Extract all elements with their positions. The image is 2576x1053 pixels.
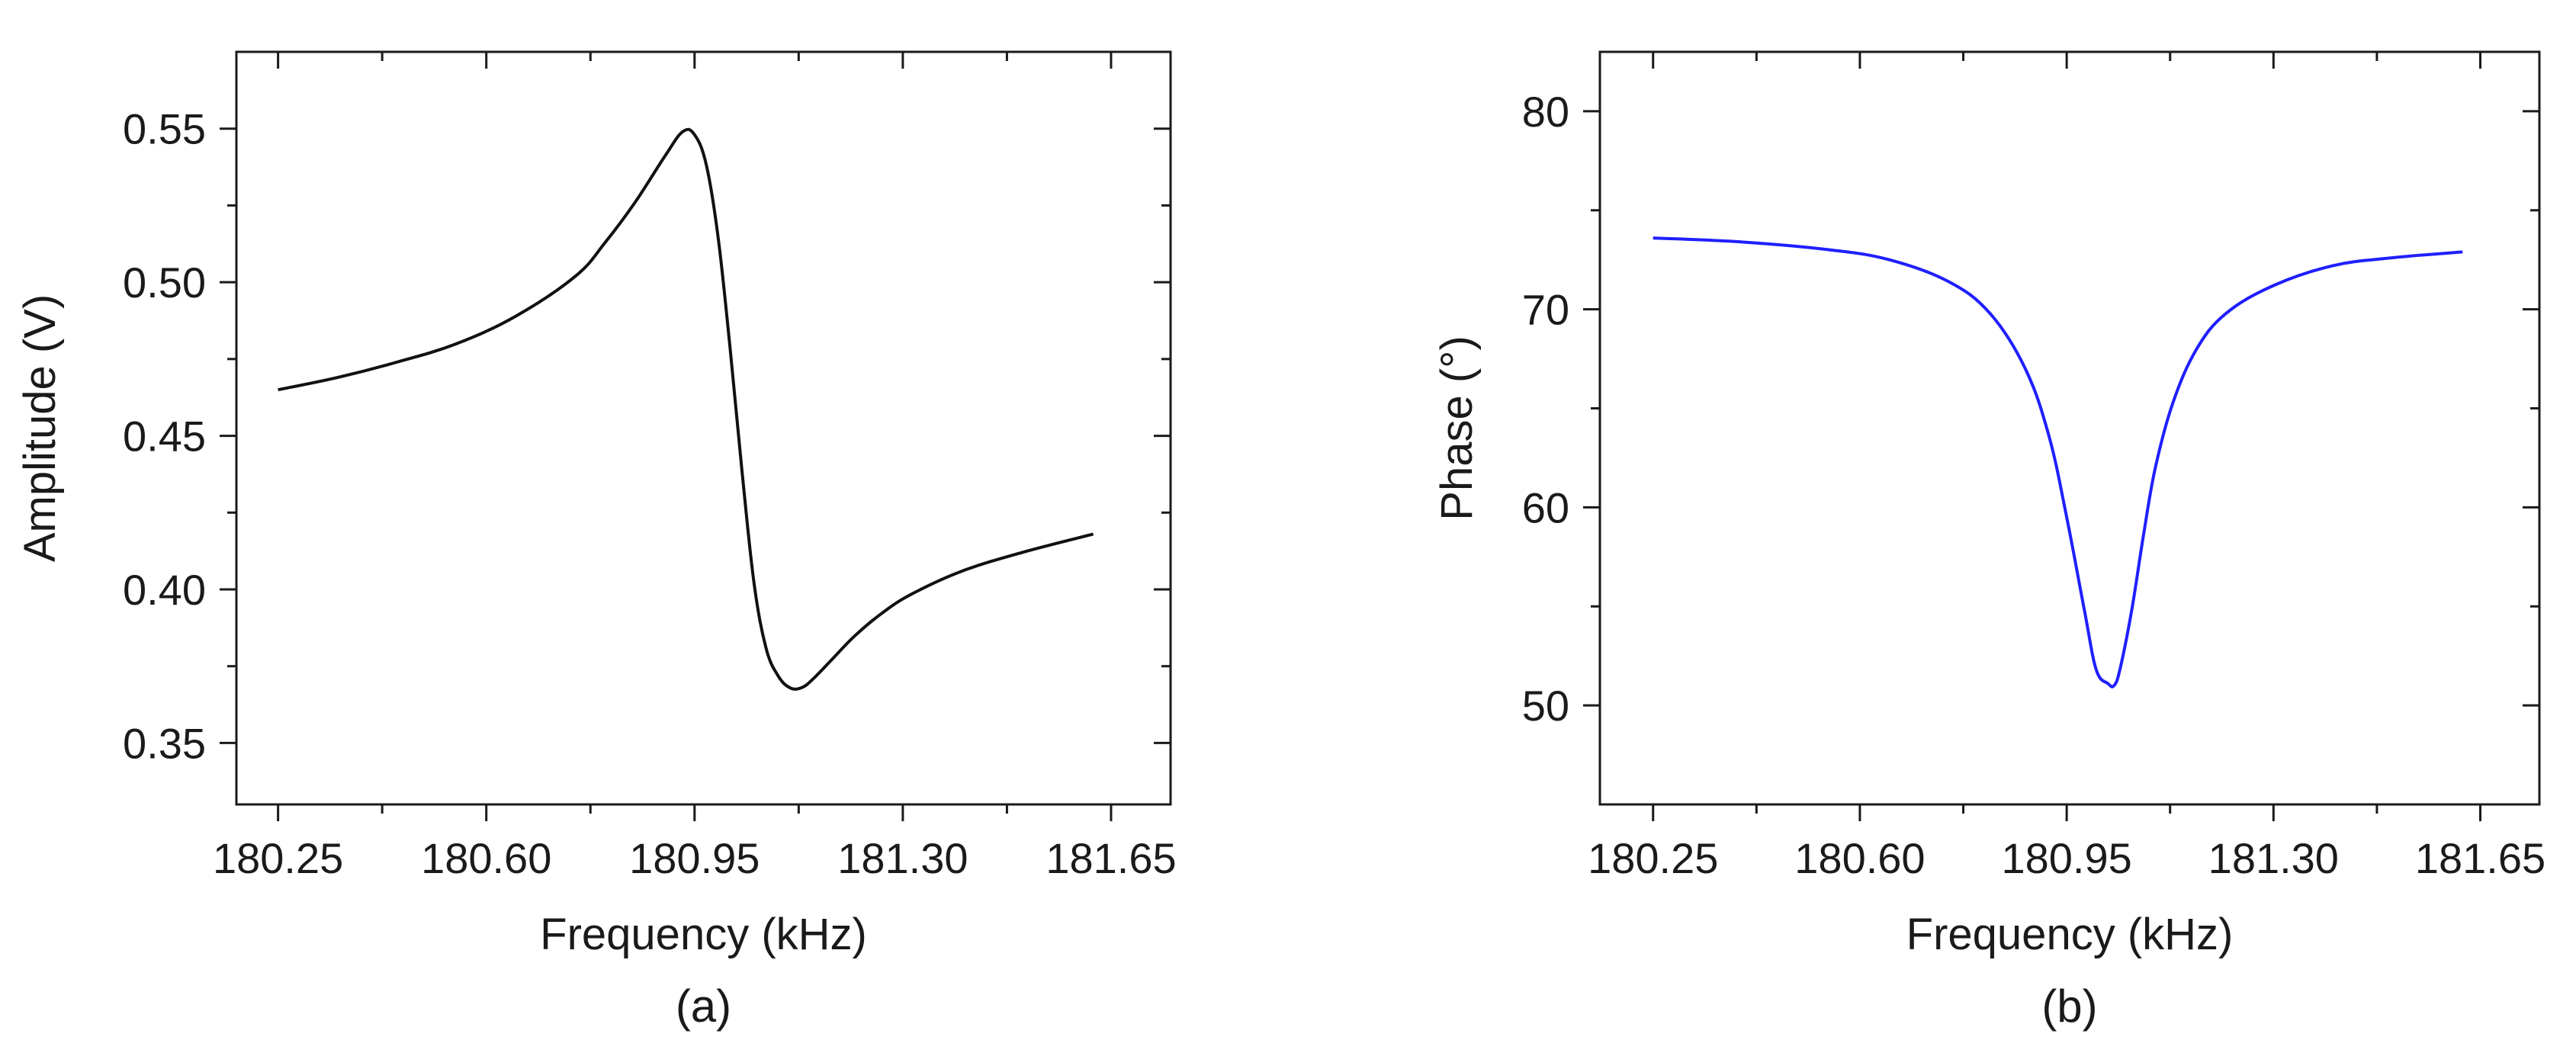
y-axis-title: Phase (°) xyxy=(1432,335,1482,520)
y-tick-label: 0.45 xyxy=(123,413,206,461)
x-tick-label: 181.65 xyxy=(2415,834,2545,882)
y-tick-label: 50 xyxy=(1522,682,1569,730)
chart-b: 180.25 180.60 180.95 181.30 181.65 50 60 70 80 Fr… xyxy=(1432,50,2545,1032)
y-tick-label: 0.35 xyxy=(123,719,206,767)
x-tick-label: 180.95 xyxy=(2001,834,2131,882)
y-tick-label: 80 xyxy=(1522,88,1569,136)
y-tick-label: 0.50 xyxy=(123,258,206,307)
plot-frame xyxy=(235,50,1172,806)
y-axis-title: Amplitude (V) xyxy=(15,294,65,562)
plot-frame xyxy=(1598,50,2541,806)
y-tick-label: 0.40 xyxy=(123,566,206,614)
series-line xyxy=(1653,236,2463,689)
panel-label: (b) xyxy=(2041,981,2097,1032)
series-line xyxy=(278,127,1094,691)
x-tick-label: 181.30 xyxy=(837,834,968,882)
y-tick-label: 0.55 xyxy=(123,105,206,153)
x-tick-label: 180.95 xyxy=(629,834,760,882)
y-tick-label: 70 xyxy=(1522,286,1569,334)
chart-a: 180.25 180.60 180.95 181.30 181.65 0.35 0.40 0.… xyxy=(15,50,1177,1032)
x-tick-label: 180.60 xyxy=(1794,834,1925,882)
x-tick-label: 180.25 xyxy=(213,834,343,882)
panel-label: (a) xyxy=(676,981,731,1032)
x-tick-label: 181.30 xyxy=(2208,834,2339,882)
x-axis-title: Frequency (kHz) xyxy=(540,910,867,959)
x-tick-label: 181.65 xyxy=(1045,834,1176,882)
x-tick-label: 180.25 xyxy=(1588,834,1718,882)
x-tick-label: 180.60 xyxy=(421,834,551,882)
y-tick-label: 60 xyxy=(1522,483,1569,531)
x-axis-title: Frequency (kHz) xyxy=(1906,910,2234,959)
